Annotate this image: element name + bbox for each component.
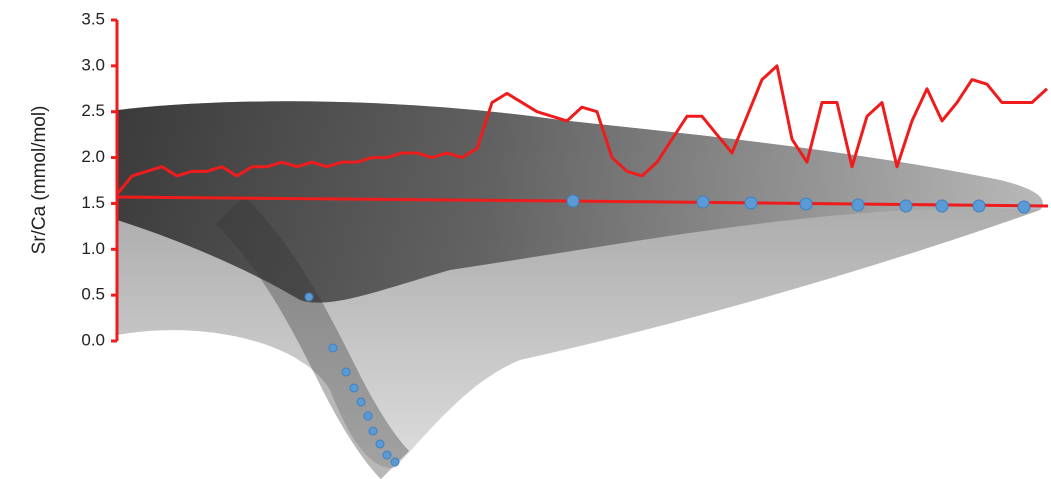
y-axis-label: Sr/Ca (mmol/mol) bbox=[29, 106, 50, 255]
y-tick-label: 1.0 bbox=[81, 239, 105, 258]
y-tick-label: 3.0 bbox=[81, 55, 105, 74]
y-tick-label: 2.0 bbox=[81, 147, 105, 166]
sr-ca-line bbox=[115, 64, 1049, 196]
y-tick-label: 2.5 bbox=[81, 101, 105, 120]
y-tick-label: 1.5 bbox=[81, 193, 105, 212]
y-tick-label: 0.0 bbox=[81, 330, 105, 349]
annuli-markers bbox=[304, 194, 1031, 467]
y-tick-label: 3.5 bbox=[81, 9, 105, 28]
y-tick-label: 0.5 bbox=[81, 285, 105, 304]
otolith-image bbox=[117, 101, 1043, 479]
